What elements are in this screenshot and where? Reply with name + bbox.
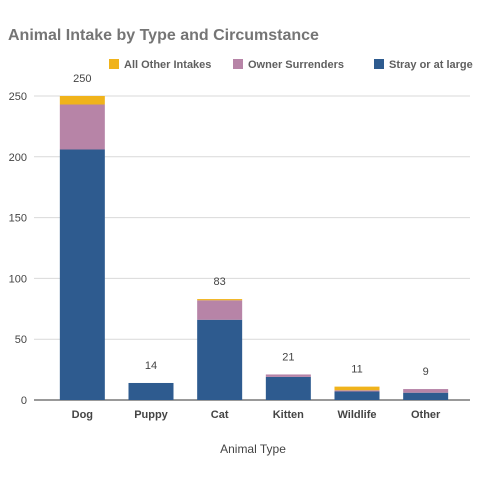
- legend-swatch-stray-or-at-large: [374, 59, 384, 69]
- x-axis-label: Animal Type: [220, 442, 286, 456]
- y-tick-label-150: 150: [9, 213, 27, 225]
- x-tick-label-puppy: Puppy: [134, 409, 168, 421]
- total-label-puppy: 14: [145, 360, 157, 372]
- bar-cat-stray-or-at-large: [197, 319, 243, 400]
- y-tick-label-50: 50: [15, 334, 27, 346]
- bar-cat-owner-surrenders: [197, 300, 243, 320]
- x-tick-label-dog: Dog: [72, 409, 93, 421]
- bar-dog-owner-surrenders: [59, 104, 105, 150]
- bar-wildlife-owner-surrenders: [334, 390, 380, 392]
- bar-cat-all-other-intakes: [197, 299, 243, 301]
- gridlines: [34, 95, 470, 401]
- y-tick-label-0: 0: [21, 395, 27, 407]
- bar-other-stray-or-at-large: [403, 392, 449, 400]
- x-tick-label-other: Other: [411, 409, 441, 421]
- legend: All Other Intakes Owner Surrenders Stray o…: [109, 59, 473, 71]
- x-tick-label-cat: Cat: [211, 409, 229, 421]
- y-tick-label-100: 100: [9, 273, 27, 285]
- bar-kitten-stray-or-at-large: [265, 376, 311, 400]
- total-label-cat: 83: [214, 276, 226, 288]
- bar-puppy-stray-or-at-large: [128, 382, 174, 400]
- y-tick-label-200: 200: [9, 152, 27, 164]
- total-label-dog: 250: [73, 73, 91, 85]
- legend-label-owner-surrenders: Owner Surrenders: [248, 59, 344, 71]
- bar-wildlife-all-other-intakes: [334, 386, 380, 391]
- bar-wildlife-stray-or-at-large: [334, 391, 380, 400]
- total-label-other: 9: [423, 366, 429, 378]
- total-label-kitten: 21: [282, 351, 294, 363]
- total-label-wildlife: 11: [351, 364, 362, 376]
- bar-dog-all-other-intakes: [59, 96, 105, 105]
- x-axis: Dog Puppy Cat Kitten Wildlife Other: [72, 409, 441, 421]
- chart-title: Animal Intake by Type and Circumstance: [8, 27, 319, 44]
- bar-kitten-owner-surrenders: [265, 374, 311, 377]
- bar-dog-stray-or-at-large: [59, 149, 105, 400]
- y-axis: 0 50 100 150 200 250: [9, 91, 27, 407]
- bars: [59, 96, 449, 400]
- legend-label-stray-or-at-large: Stray or at large: [389, 59, 473, 71]
- total-labels: 250 14 83 21 11 9: [73, 73, 429, 378]
- legend-swatch-owner-surrenders: [233, 59, 243, 69]
- legend-swatch-all-other-intakes: [109, 59, 119, 69]
- bar-other-owner-surrenders: [403, 389, 449, 393]
- x-tick-label-wildlife: Wildlife: [337, 409, 376, 421]
- legend-label-all-other-intakes: All Other Intakes: [124, 59, 211, 71]
- y-tick-label-250: 250: [9, 91, 27, 103]
- x-tick-label-kitten: Kitten: [273, 409, 304, 421]
